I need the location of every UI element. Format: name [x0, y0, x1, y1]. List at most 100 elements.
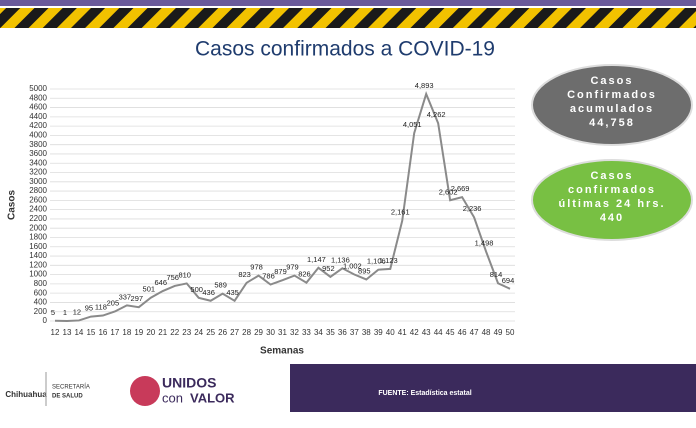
x-tick-label: 27 [230, 328, 239, 337]
value-label: 810 [178, 270, 191, 279]
value-label: 2,602 [439, 187, 458, 196]
brand: VALOR [190, 390, 235, 405]
value-label: 814 [490, 270, 503, 279]
value-label: 826 [298, 270, 311, 279]
x-tick-label: 18 [122, 328, 131, 337]
x-tick-label: 36 [338, 328, 347, 337]
value-label: 1,147 [307, 255, 326, 264]
value-label: 2,161 [391, 208, 410, 217]
y-tick-label: 400 [34, 298, 48, 307]
y-tick-label: 3000 [29, 177, 47, 186]
y-tick-label: 200 [34, 307, 48, 316]
value-label: 589 [214, 281, 227, 290]
value-label: 500 [190, 285, 203, 294]
value-label: 646 [155, 278, 168, 287]
y-tick-label: 1600 [29, 242, 47, 251]
x-tick-label: 25 [206, 328, 215, 337]
panel-badge [531, 159, 693, 241]
y-tick-label: 1000 [29, 270, 47, 279]
plot: 0200400600800100012001400160018002000220… [29, 81, 515, 337]
top-edge [0, 0, 696, 6]
y-tick-label: 2000 [29, 223, 47, 232]
panel-label: Casos [590, 75, 633, 87]
x-tick-label: 29 [254, 328, 263, 337]
line [54, 90, 511, 322]
x-tick-label: 12 [51, 328, 60, 337]
y-tick-label: 4400 [29, 112, 47, 121]
x-tick-label: 21 [158, 328, 167, 337]
y-tick-label: 0 [43, 316, 48, 325]
brand-logo [130, 376, 160, 406]
x-tick-label: 30 [266, 328, 275, 337]
x-tick-label: 45 [446, 328, 455, 337]
x-tick-label: 50 [506, 328, 515, 337]
value-label: 501 [143, 285, 156, 294]
brand: UNIDOS [162, 375, 216, 391]
x-tick-label: 48 [482, 328, 491, 337]
panel-value: 44,758 [589, 117, 635, 129]
y-tick-label: 2200 [29, 214, 47, 223]
x-tick-label: 14 [74, 328, 83, 337]
x-tick-label: 46 [458, 328, 467, 337]
y-tick-label: 600 [34, 288, 48, 297]
value-label: 879 [274, 267, 287, 276]
y-tick-label: 4200 [29, 121, 47, 130]
value-label: 979 [286, 263, 299, 272]
value-label: 823 [238, 270, 251, 279]
x-tick-label: 31 [278, 328, 287, 337]
value-label: 118 [95, 303, 107, 312]
x-tick-label: 42 [410, 328, 419, 337]
value-label: 435 [226, 288, 239, 297]
ministry: SECRETARÍA [52, 384, 90, 391]
x-tick-label: 43 [422, 328, 431, 337]
y-tick-label: 3400 [29, 158, 47, 167]
panel-label: últimas 24 hrs. [558, 198, 665, 210]
panel-label: confirmados [568, 184, 656, 196]
panel-value: 440 [600, 212, 624, 224]
x-tick-label: 19 [134, 328, 143, 337]
y-tick-label: 3600 [29, 149, 47, 158]
x-tick-label: 34 [314, 328, 323, 337]
hazard-stripe [0, 8, 696, 28]
brand: con [162, 390, 183, 405]
y-tick-label: 800 [34, 279, 48, 288]
x-tick-label: 40 [386, 328, 395, 337]
state-name: Chihuahua [5, 390, 47, 399]
value-label: 1,002 [343, 261, 362, 270]
x-tick-label: 23 [182, 328, 191, 337]
x-tick-label: 49 [494, 328, 503, 337]
value-label: 694 [502, 276, 515, 285]
x-tick-label: 26 [218, 328, 227, 337]
value-label: 2,236 [463, 204, 482, 213]
panel-label: Casos [590, 170, 633, 182]
x-tick-label: 20 [146, 328, 155, 337]
x-tick-label: 13 [63, 328, 72, 337]
value-label: 756 [166, 273, 179, 282]
ministry: DE SALUD [52, 394, 83, 400]
y-tick-label: 2400 [29, 205, 47, 214]
value-label: 1,136 [331, 255, 350, 264]
value-label: 952 [322, 264, 335, 273]
source: FUENTE: Estadística estatal [378, 390, 471, 397]
y-tick-label: 3200 [29, 168, 47, 177]
footer-band [290, 364, 696, 412]
value-label: 95 [85, 304, 93, 313]
value-label: 4,051 [403, 120, 422, 129]
panel-label: Confirmados [567, 89, 657, 101]
value-label: 1,123 [379, 256, 398, 265]
panel-label: acumulados [570, 103, 654, 115]
x-tick-label: 32 [290, 328, 299, 337]
y-tick-label: 4800 [29, 93, 47, 102]
value-label: 2,669 [451, 184, 470, 193]
x-tick-label: 16 [98, 328, 107, 337]
y-tick-label: 1400 [29, 251, 47, 260]
value-label: 337 [119, 292, 132, 301]
chart-title: Casos confirmados a COVID-19 [195, 38, 495, 61]
x-tick-label: 39 [374, 328, 383, 337]
value-label: 1,498 [475, 238, 494, 247]
panel-badge [531, 64, 693, 146]
value-label: 4,893 [415, 81, 434, 90]
x-tick-label: 24 [194, 328, 203, 337]
value-label: 205 [107, 298, 120, 307]
x-tick-label: 47 [470, 328, 479, 337]
